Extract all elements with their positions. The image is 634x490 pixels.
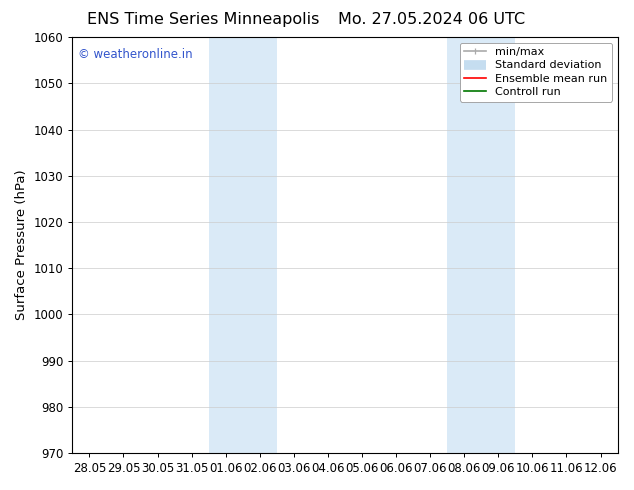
- Legend: min/max, Standard deviation, Ensemble mean run, Controll run: min/max, Standard deviation, Ensemble me…: [460, 43, 612, 101]
- Y-axis label: Surface Pressure (hPa): Surface Pressure (hPa): [15, 170, 28, 320]
- Text: © weatheronline.in: © weatheronline.in: [78, 48, 192, 61]
- Bar: [447, 37, 515, 453]
- Bar: [209, 37, 277, 453]
- Text: ENS Time Series Minneapolis: ENS Time Series Minneapolis: [87, 12, 319, 27]
- Text: Mo. 27.05.2024 06 UTC: Mo. 27.05.2024 06 UTC: [337, 12, 525, 27]
